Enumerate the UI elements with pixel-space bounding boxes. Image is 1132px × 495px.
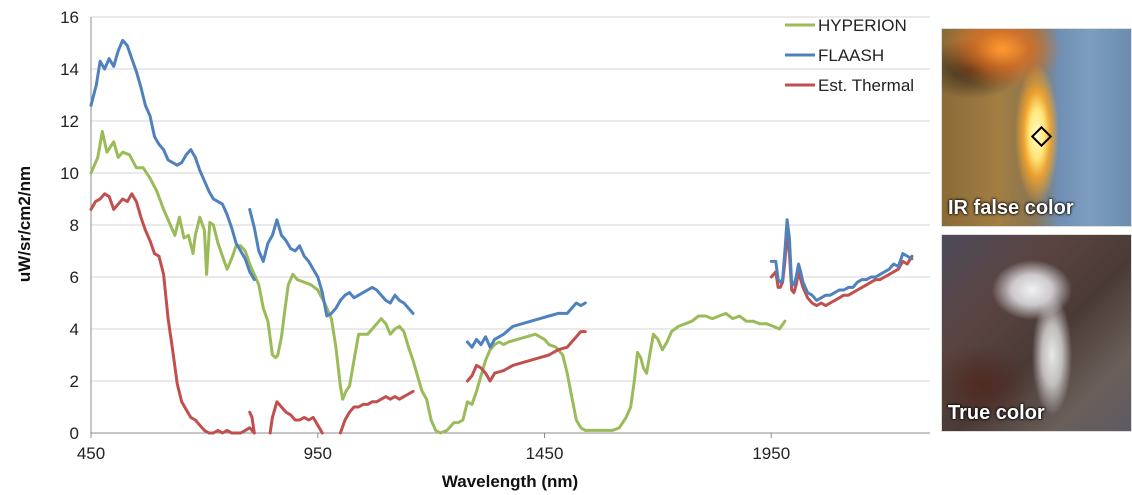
y-tick-label: 12	[60, 112, 79, 131]
spectral-radiance-chart: 0 2 4 6 8 10 12 14 16 450 950 1450 1950 uW/sr/cm2/nm…	[15, 8, 930, 491]
series-line-est-thermal	[769, 231, 914, 308]
series-line-flaash	[465, 301, 587, 349]
x-tick-label: 950	[304, 444, 332, 463]
y-tick-label: 14	[60, 60, 79, 79]
series-line-flaash	[769, 218, 914, 302]
series-line-est-thermal	[89, 192, 256, 435]
legend-label: HYPERION	[818, 16, 907, 35]
y-tick-label: 8	[70, 216, 79, 235]
y-tick-label: 10	[60, 164, 79, 183]
y-tick-label: 16	[60, 8, 79, 27]
series-line-hyperion	[89, 129, 787, 435]
ir-false-color-label: IR false color	[948, 197, 1074, 219]
y-tick-label: 2	[70, 372, 79, 391]
series-lines	[89, 38, 914, 435]
sample-point-marker	[1030, 125, 1053, 148]
series-line-est-thermal	[248, 410, 256, 435]
series-line-est-thermal	[465, 330, 587, 383]
x-tick-label: 1950	[752, 444, 790, 463]
tick-labels: 0 2 4 6 8 10 12 14 16 450 950 1450 1950	[60, 8, 790, 463]
x-tick-label: 450	[77, 444, 105, 463]
legend: HYPERION FLAASH Est. Thermal	[785, 16, 914, 95]
x-axis-title: Wavelength (nm)	[442, 472, 578, 491]
y-tick-label: 6	[70, 268, 79, 287]
y-tick-label: 0	[70, 424, 79, 443]
ir-false-color-image: IR false color	[941, 28, 1132, 227]
y-axis-title: uW/sr/cm2/nm	[15, 166, 34, 282]
grid-lines	[90, 16, 930, 438]
series-line-est-thermal	[338, 389, 415, 435]
y-tick-label: 4	[70, 320, 79, 339]
series-line-flaash	[89, 38, 256, 282]
true-color-image: True color	[941, 234, 1132, 432]
true-color-label: True color	[948, 402, 1045, 424]
series-line-est-thermal	[268, 400, 324, 435]
series-line-flaash	[248, 207, 415, 318]
x-tick-label: 1450	[526, 444, 564, 463]
legend-label: Est. Thermal	[818, 76, 914, 95]
legend-label: FLAASH	[818, 46, 884, 65]
